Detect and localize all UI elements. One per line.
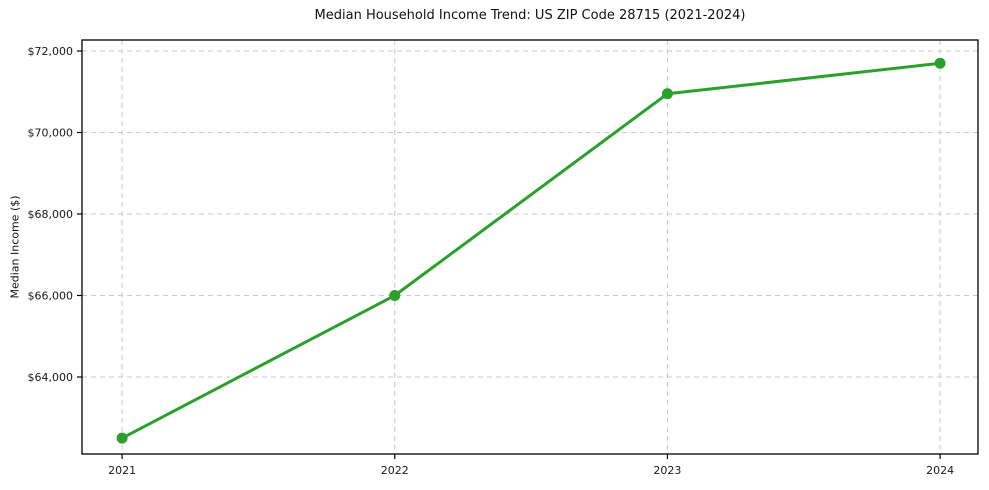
x-tick-label: 2024 xyxy=(926,464,954,477)
x-tick-label: 2022 xyxy=(381,464,409,477)
y-axis-label: Median Income ($) xyxy=(8,195,22,299)
y-tick-label: $66,000 xyxy=(28,289,74,302)
y-tick-label: $64,000 xyxy=(28,371,74,384)
trend-line xyxy=(121,61,941,440)
x-tick-label: 2023 xyxy=(653,464,681,477)
x-tick-label: 2021 xyxy=(108,464,136,477)
data-point-marker xyxy=(661,88,673,100)
plot-border xyxy=(81,39,979,455)
chart-title: Median Household Income Trend: US ZIP Co… xyxy=(314,8,746,23)
y-tick-label: $72,000 xyxy=(28,45,74,58)
data-point-marker xyxy=(389,289,401,301)
data-point-marker xyxy=(116,432,128,444)
y-tick-label: $70,000 xyxy=(28,126,74,139)
y-tick-label: $68,000 xyxy=(28,208,74,221)
data-point-marker xyxy=(934,57,946,69)
